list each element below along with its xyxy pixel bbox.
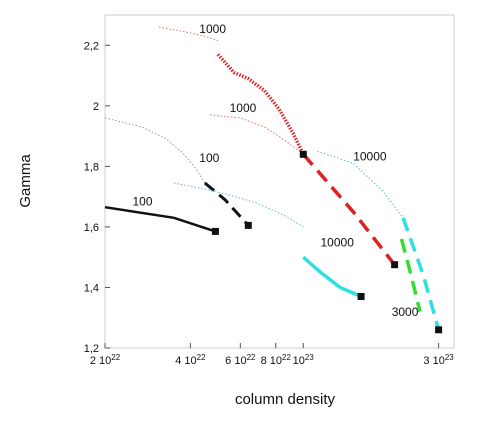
y-tick-label-5: 2 <box>93 101 99 113</box>
x-tick-label-4: 8 1022 <box>261 353 292 367</box>
series-line-2 <box>203 181 250 227</box>
curve-label-4: 100 <box>133 195 153 209</box>
series-line-1 <box>104 117 206 184</box>
x-tick-label-6: 3 1023 <box>423 353 454 367</box>
x-axis-ticks: 2 1022 4 1022 6 1022 8 1022 1023 3 1023 <box>90 343 454 367</box>
x-tick-label-5: 1023 <box>293 353 315 367</box>
plot-frame <box>104 14 455 349</box>
data-marker-2 <box>244 221 252 229</box>
curve-label-5: 10000 <box>353 149 387 163</box>
marker-layer <box>211 150 443 334</box>
series-line-9 <box>317 150 404 219</box>
series-line-6 <box>216 53 305 156</box>
data-marker-1 <box>211 227 219 235</box>
x-tick-label-1: 2 1022 <box>90 353 121 367</box>
series-layer <box>104 26 441 331</box>
y-tick-label-2: 1,4 <box>84 282 99 294</box>
annotation-layer: 1000 1000 100 100 10000 10000 3000 <box>133 22 419 319</box>
y-tick-label-1: 1,2 <box>84 343 99 355</box>
x-tick-label-2: 4 1022 <box>175 353 206 367</box>
curve-label-6: 10000 <box>321 236 355 250</box>
y-tick-label-4: 1,8 <box>84 161 99 173</box>
y-tick-label-3: 1,6 <box>84 222 99 234</box>
y-axis-title: Gamma <box>17 154 34 208</box>
curve-label-2: 1000 <box>230 101 257 115</box>
series-line-11 <box>302 255 362 299</box>
series-line-10 <box>401 217 441 331</box>
curve-label-7: 3000 <box>392 305 419 319</box>
data-marker-3 <box>299 150 307 158</box>
y-tick-label-6: 2,2 <box>84 40 99 52</box>
series-line-12 <box>399 238 422 313</box>
series-line-4 <box>173 182 304 228</box>
x-tick-label-3: 6 1022 <box>225 353 256 367</box>
series-line-8 <box>301 153 396 266</box>
series-line-5 <box>158 26 219 42</box>
curve-label-3: 100 <box>199 151 219 165</box>
data-marker-4 <box>357 293 365 300</box>
curve-label-1: 1000 <box>199 22 226 36</box>
series-line-7 <box>210 114 304 155</box>
y-axis-ticks: 1,2 1,4 1,6 1,8 2 2,2 <box>84 40 110 355</box>
data-marker-6 <box>435 326 443 334</box>
series-line-3 <box>104 205 216 233</box>
data-marker-5 <box>391 261 399 269</box>
x-axis-title: column density <box>235 391 336 408</box>
